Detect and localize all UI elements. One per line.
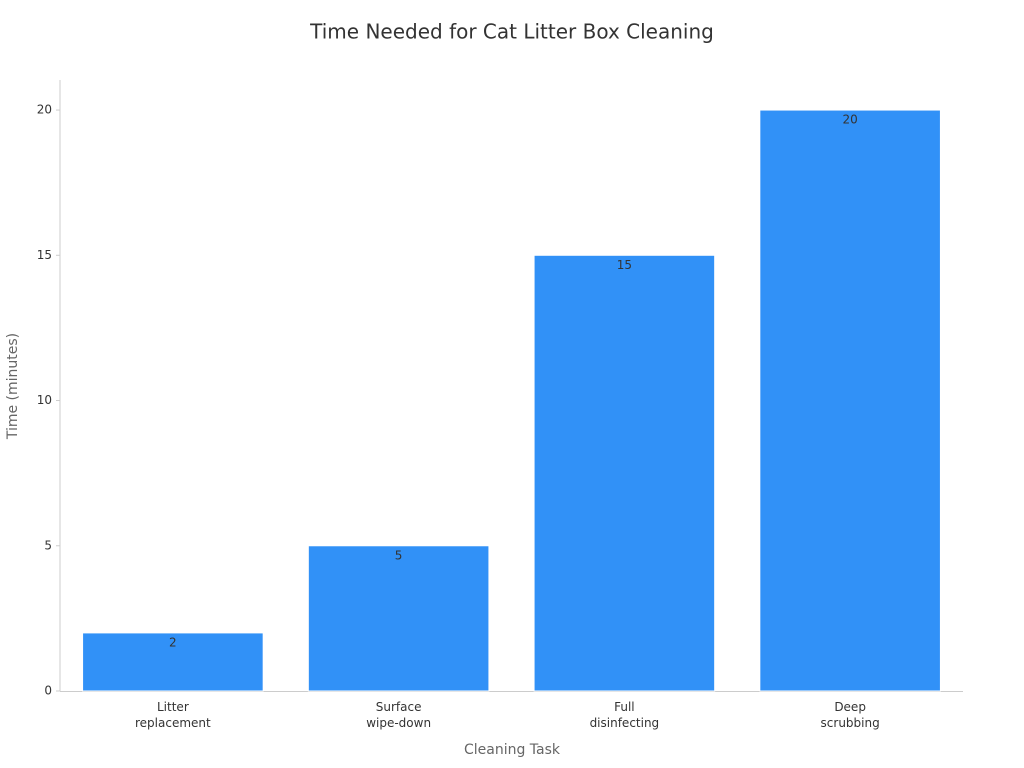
x-axis-label: Cleaning Task — [464, 742, 561, 758]
bar — [82, 632, 264, 692]
y-tick-label: 0 — [44, 684, 52, 698]
x-tick-label: Deep scrubbing — [821, 700, 880, 730]
value-label: 5 — [395, 548, 403, 562]
y-tick-label: 20 — [37, 103, 52, 117]
chart-title: Time Needed for Cat Litter Box Cleaning — [309, 20, 714, 44]
bar — [307, 545, 490, 692]
bar — [533, 254, 716, 692]
x-tick-label: Surface wipe-down — [366, 700, 431, 730]
value-label: 20 — [842, 113, 857, 127]
x-tick-label: Full disinfecting — [590, 700, 660, 730]
y-axis-label: Time (minutes) — [5, 333, 21, 440]
value-label: 15 — [617, 258, 632, 272]
y-tick-label: 10 — [37, 393, 52, 407]
y-tick-label: 5 — [44, 538, 52, 552]
y-tick-label: 15 — [37, 248, 52, 262]
bar — [759, 109, 941, 692]
x-tick-label: Litter replacement — [135, 700, 211, 730]
value-label: 2 — [169, 635, 177, 649]
